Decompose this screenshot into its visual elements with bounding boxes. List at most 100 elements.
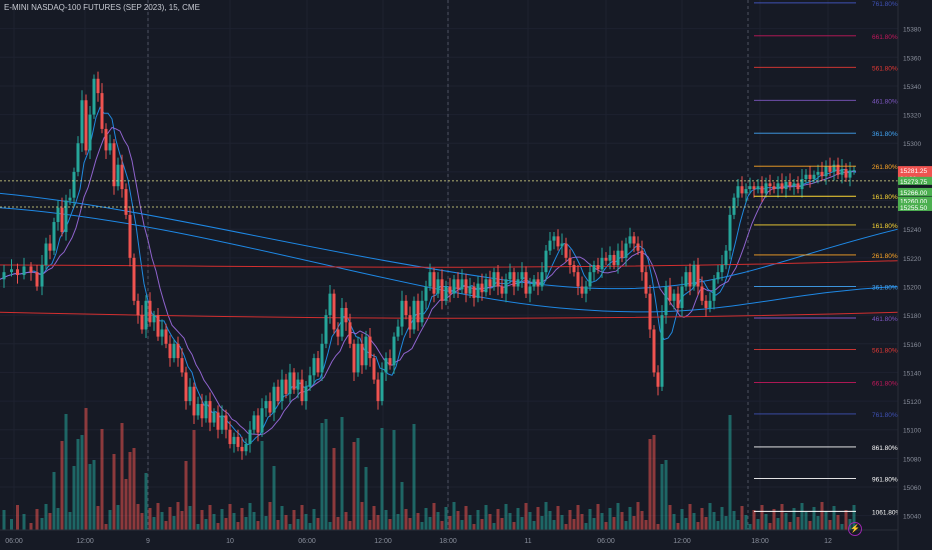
candle-body xyxy=(236,436,240,447)
candle-body xyxy=(388,358,392,366)
volume-bar xyxy=(820,502,824,530)
volume-bar xyxy=(500,518,504,530)
candle-body xyxy=(228,429,232,445)
volume-bar xyxy=(216,523,220,530)
candle-body xyxy=(256,415,260,433)
candle-body xyxy=(464,279,468,294)
volume-bar xyxy=(520,517,524,530)
volume-bar xyxy=(852,505,856,530)
volume-bar xyxy=(316,518,320,530)
volume-bar xyxy=(700,508,704,530)
volume-bar xyxy=(748,524,752,530)
candle-body xyxy=(92,78,96,115)
candle-body xyxy=(368,336,372,359)
volume-bar xyxy=(60,441,64,530)
candle-body xyxy=(736,186,740,198)
volume-bar xyxy=(432,503,436,530)
volume-bar xyxy=(228,504,232,530)
volume-bar xyxy=(64,414,68,530)
price-tick-label: 15080 xyxy=(903,456,921,463)
volume-bar xyxy=(208,505,212,530)
volume-bar xyxy=(184,461,188,530)
ma-red-line xyxy=(0,260,899,268)
volume-bar xyxy=(296,519,300,530)
alert-lightning-icon[interactable]: ⚡ xyxy=(848,522,862,536)
volume-bar xyxy=(236,522,240,530)
time-tick-label: 10 xyxy=(226,538,234,545)
candle-body xyxy=(64,200,68,233)
candle-body xyxy=(164,329,168,344)
candle-body xyxy=(120,164,124,190)
volume-bar xyxy=(264,516,268,530)
candle-body xyxy=(740,186,744,194)
candle-body xyxy=(568,257,572,265)
candle-body xyxy=(508,272,512,280)
candle-body xyxy=(416,300,420,323)
volume-bar xyxy=(556,506,560,530)
candle-body xyxy=(344,307,348,323)
candle-body xyxy=(308,375,312,387)
volume-bar xyxy=(212,514,216,530)
volume-bar xyxy=(256,521,260,530)
volume-bar xyxy=(668,505,672,530)
volume-bar xyxy=(252,512,256,530)
volume-bar xyxy=(516,508,520,530)
candle-body xyxy=(824,166,828,177)
candle-body xyxy=(176,343,180,359)
candle-body xyxy=(52,222,56,251)
volume-bar xyxy=(156,503,160,530)
volume-bar xyxy=(704,517,708,530)
candle-body xyxy=(312,358,316,376)
candle-body xyxy=(564,243,568,258)
volume-bar xyxy=(292,510,296,530)
fib-level-label: 761.80% xyxy=(872,412,898,419)
volume-bar xyxy=(88,464,92,530)
candle-body xyxy=(328,293,332,316)
candle-body xyxy=(248,429,252,445)
ma-red-line-2 xyxy=(0,311,899,319)
volume-bar xyxy=(384,510,388,530)
time-tick-label: 12:00 xyxy=(76,538,94,545)
volume-bar xyxy=(416,513,420,530)
candle-body xyxy=(396,326,400,337)
candle-body xyxy=(184,372,188,402)
volume-bar xyxy=(608,508,612,530)
volume-bar xyxy=(84,408,88,530)
volume-layer xyxy=(2,408,856,530)
volume-bar xyxy=(788,522,792,530)
volume-bar xyxy=(124,479,128,530)
volume-bar xyxy=(524,503,528,530)
candle-body xyxy=(80,100,84,144)
volume-bar xyxy=(304,514,308,530)
volume-bar xyxy=(152,517,156,530)
volume-bar xyxy=(604,522,608,530)
candle-body xyxy=(288,372,292,394)
candle-body xyxy=(712,279,716,301)
fib-level-label: 461.80% xyxy=(872,316,898,323)
candle-body xyxy=(852,170,856,172)
candle-body xyxy=(452,279,456,294)
candle-body xyxy=(116,164,120,187)
fib-level-label: 161.80% xyxy=(872,223,898,230)
candle-body xyxy=(644,272,648,294)
candle-body xyxy=(836,164,840,175)
volume-bar xyxy=(664,460,668,530)
volume-bar xyxy=(760,505,764,530)
volume-bar xyxy=(312,509,316,530)
candle-body xyxy=(144,300,148,330)
volume-bar xyxy=(308,523,312,530)
volume-bar xyxy=(744,515,748,530)
candle-body xyxy=(456,279,460,290)
volume-bar xyxy=(392,430,396,530)
candle-body xyxy=(208,401,212,423)
volume-bar xyxy=(624,521,628,530)
candle-body xyxy=(600,257,604,270)
price-tick-label: 15180 xyxy=(903,313,921,320)
volume-bar xyxy=(620,512,624,530)
volume-bar xyxy=(196,524,200,530)
volume-bar xyxy=(804,512,808,530)
volume-bar xyxy=(220,509,224,530)
candle-body xyxy=(56,207,60,223)
candle-body xyxy=(584,286,588,294)
